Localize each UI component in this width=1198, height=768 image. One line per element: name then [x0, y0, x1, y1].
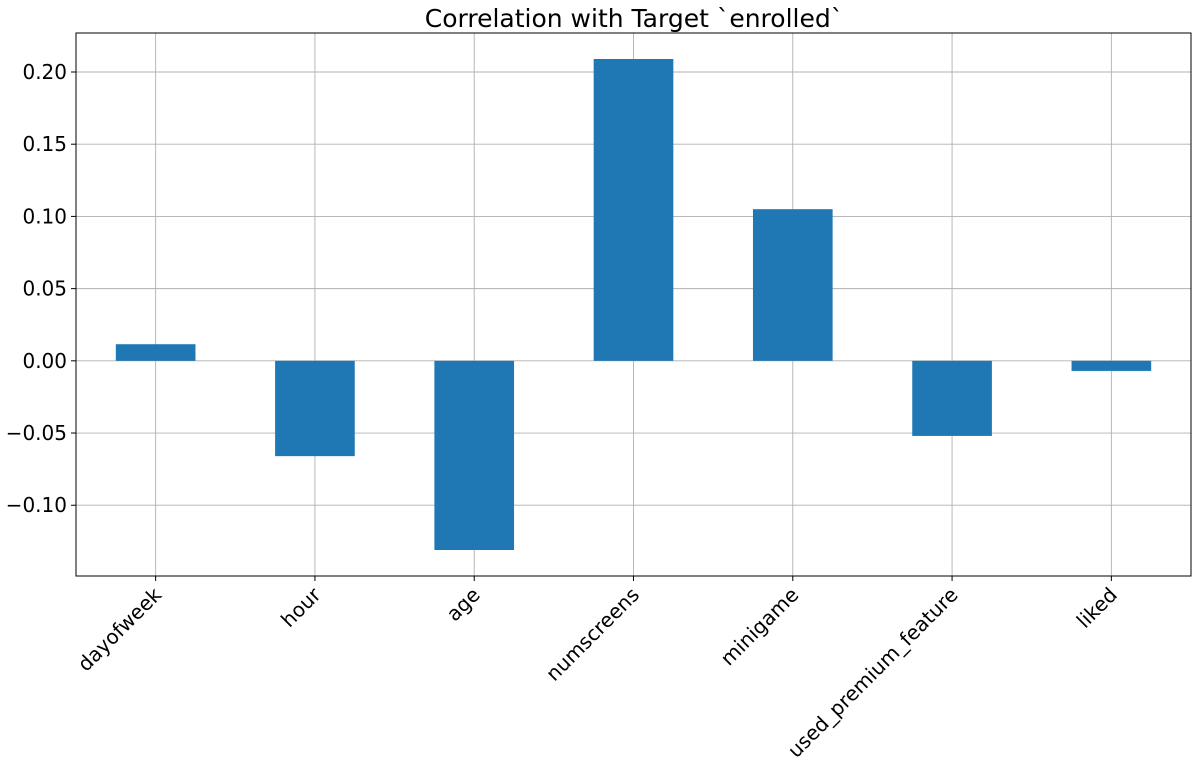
bar-used-premium-feature — [912, 360, 992, 436]
bar-numscreens — [593, 58, 674, 361]
chart-title: Correlation with Target `enrolled` — [425, 4, 843, 33]
y-tick-label: −0.05 — [6, 421, 67, 445]
y-tick-label: 0.15 — [22, 132, 67, 156]
bar-dayofweek — [115, 344, 196, 361]
bar-minigame — [752, 209, 833, 361]
bar-age — [434, 360, 515, 551]
y-tick-label: −0.10 — [6, 493, 67, 517]
y-tick-label: 0.00 — [22, 349, 67, 373]
bar-liked — [1071, 360, 1152, 371]
y-tick-label: 0.10 — [22, 204, 67, 228]
y-tick-label: 0.05 — [22, 277, 67, 301]
bar-hour — [275, 360, 355, 457]
y-axis-ticks: −0.10 −0.05 0.00 0.05 0.10 0.15 0.20 — [6, 60, 76, 517]
y-tick-label: 0.20 — [22, 60, 67, 84]
bars-layer — [115, 58, 1152, 551]
